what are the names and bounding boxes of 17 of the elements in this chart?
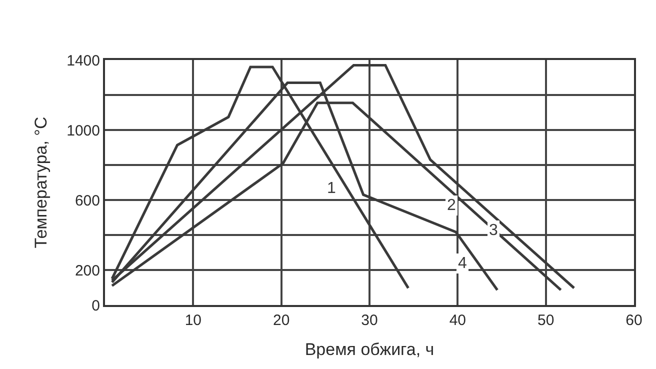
x-tick-label: 10 xyxy=(184,312,202,329)
y-tick-label: 0 xyxy=(92,297,100,314)
series-label: 2 xyxy=(447,197,456,214)
y-tick-label: 1000 xyxy=(66,122,100,140)
series-label: 4 xyxy=(458,255,467,272)
y-axis-title: Температура, °C xyxy=(32,116,51,248)
x-axis-title: Время обжига, ч xyxy=(304,340,434,359)
y-tick-label: 200 xyxy=(74,262,100,280)
x-tick-label: 30 xyxy=(361,312,378,329)
y-tick-label: 1400 xyxy=(66,52,100,70)
series-label: 1 xyxy=(327,180,336,197)
y-tick-label: 600 xyxy=(74,192,100,210)
x-tick-label: 20 xyxy=(272,312,290,329)
x-tick-label: 50 xyxy=(537,312,554,329)
x-tick-label: 40 xyxy=(449,312,466,329)
series-label: 3 xyxy=(489,222,498,239)
x-tick-label: 60 xyxy=(626,312,642,329)
